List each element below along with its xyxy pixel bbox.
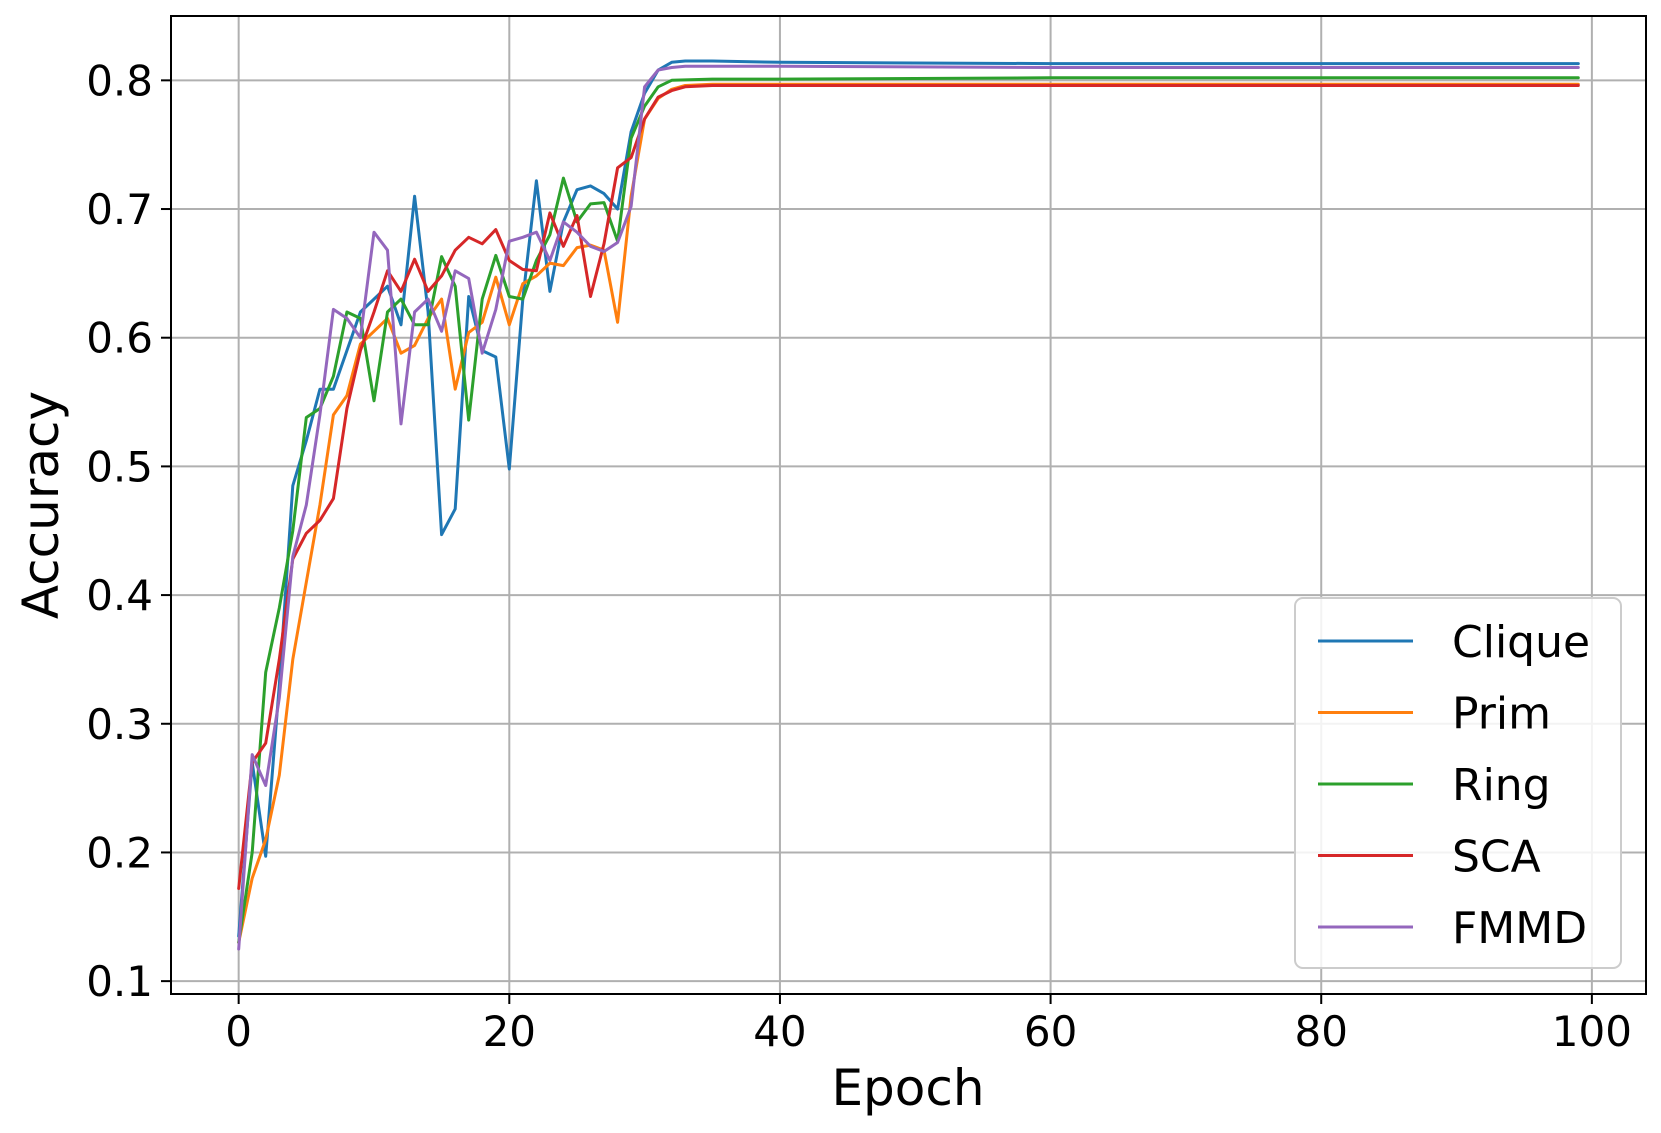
x-tick-label: 20	[483, 1007, 536, 1056]
y-tick-label: 0.1	[86, 957, 153, 1006]
y-tick-label: 0.6	[86, 314, 153, 363]
y-axis-ticks: 0.1 0.2 0.3 0.4 0.5 0.6 0.7 0.8	[86, 56, 171, 1006]
series-line-fmmd	[237, 64, 1580, 951]
plot-frame	[170, 15, 1647, 995]
x-tick-label: 100	[1552, 1007, 1632, 1056]
x-tick-label: 40	[753, 1007, 806, 1056]
y-tick-label: 0.4	[86, 571, 153, 620]
x-tick-label: 80	[1295, 1007, 1348, 1056]
y-tick-label: 0.8	[86, 56, 153, 105]
x-axis-ticks: 0 20 40 60 80 100	[225, 994, 1632, 1056]
legend: Clique Prim Ring SCA FMMD	[1294, 597, 1622, 969]
legend-box	[1294, 597, 1622, 969]
y-tick-label: 0.3	[86, 700, 153, 749]
y-tick-label: 0.5	[86, 442, 153, 491]
x-axis-label: Epoch	[831, 1059, 984, 1117]
legend-label-ring: Ring	[1452, 760, 1551, 811]
grid-lines	[171, 16, 1646, 994]
x-tick-label: 60	[1024, 1007, 1077, 1056]
series-line-sca	[237, 84, 1580, 890]
y-axis-label: Accuracy	[12, 391, 70, 619]
y-tick-label: 0.7	[86, 185, 153, 234]
legend-label-clique: Clique	[1452, 617, 1590, 668]
legend-label-sca: SCA	[1452, 832, 1541, 883]
series-lines	[237, 59, 1580, 951]
legend-label-fmmd: FMMD	[1452, 903, 1587, 954]
y-tick-label: 0.2	[86, 828, 153, 877]
x-tick-label: 0	[225, 1007, 252, 1056]
legend-label-prim: Prim	[1452, 689, 1551, 740]
